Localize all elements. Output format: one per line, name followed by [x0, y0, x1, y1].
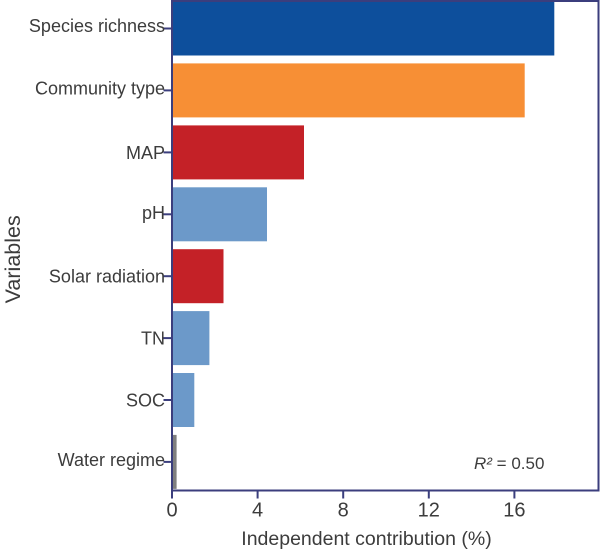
svg-text:MAP: MAP — [126, 143, 165, 163]
svg-text:Independent contribution (%): Independent contribution (%) — [241, 528, 491, 550]
svg-text:Solar radiation: Solar radiation — [49, 267, 165, 287]
svg-text:4: 4 — [252, 500, 263, 522]
svg-text:R² = 0.50: R² = 0.50 — [474, 454, 544, 473]
svg-text:Water regime: Water regime — [58, 450, 165, 470]
svg-text:12: 12 — [418, 500, 440, 522]
svg-text:16: 16 — [503, 500, 525, 522]
svg-text:Community type: Community type — [35, 79, 165, 99]
svg-text:pH: pH — [142, 203, 165, 223]
svg-text:8: 8 — [338, 500, 349, 522]
svg-text:SOC: SOC — [126, 391, 165, 411]
svg-text:Variables: Variables — [1, 215, 25, 303]
svg-text:TN: TN — [141, 329, 165, 349]
svg-text:0: 0 — [166, 500, 177, 522]
svg-text:Species richness: Species richness — [29, 16, 165, 36]
